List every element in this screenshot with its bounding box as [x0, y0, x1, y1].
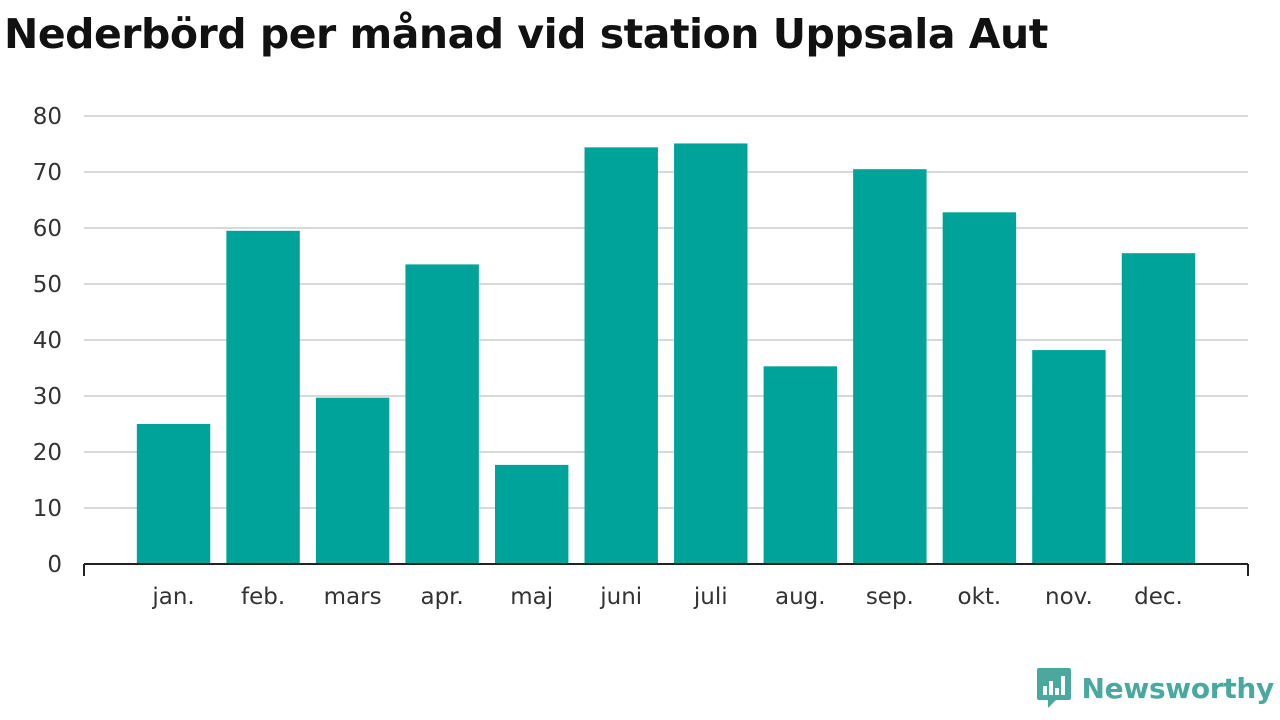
bar-feb [226, 230, 300, 565]
brand-logo: Newsworthy [1036, 666, 1274, 710]
y-tick-label: 20 [33, 440, 62, 466]
newsworthy-logo-icon [1036, 668, 1071, 708]
bar-nov [1032, 350, 1106, 564]
x-tick-label: jan. [151, 584, 194, 610]
brand-name: Newsworthy [1081, 671, 1275, 705]
y-tick-label: 10 [33, 496, 62, 522]
bar-maj [494, 464, 569, 564]
x-tick-label: okt. [958, 584, 1002, 610]
x-tick-label: aug. [775, 584, 826, 610]
x-tick-label: juni [599, 584, 642, 610]
x-tick-label: mars [324, 584, 382, 610]
x-axis-category-labels: jan. feb. mars apr. maj juni juli aug. sep. okt. n… [151, 584, 1182, 610]
bar-apr [405, 264, 479, 564]
bar-sep [853, 169, 927, 564]
y-tick-label: 70 [33, 160, 62, 186]
bar-chart: 0 10 20 30 40 50 60 70 80 jan. feb. mars apr. maj jun… [33, 104, 1249, 610]
y-tick-label: 40 [33, 328, 62, 354]
bar-juli [674, 143, 748, 564]
bar-juni [584, 147, 658, 565]
x-axis [83, 563, 1249, 576]
chart-title: Nederbörd per månad vid station Uppsala … [4, 10, 1048, 58]
bar-mars [315, 397, 390, 564]
bar-dec [1121, 253, 1196, 564]
y-tick-label: 30 [33, 384, 62, 410]
bar-jan [136, 424, 211, 564]
x-tick-label: juli [693, 584, 728, 610]
x-tick-label: nov. [1045, 584, 1093, 610]
bars [136, 143, 1196, 565]
y-tick-label: 0 [47, 552, 62, 578]
x-tick-label: feb. [241, 584, 285, 610]
bar-aug [763, 366, 838, 564]
x-tick-label: maj [510, 584, 553, 610]
x-tick-label: dec. [1134, 584, 1183, 610]
x-tick-label: apr. [420, 584, 463, 610]
y-tick-label: 60 [33, 216, 62, 242]
y-axis-tick-labels: 0 10 20 30 40 50 60 70 80 [33, 104, 62, 578]
y-tick-label: 80 [33, 104, 62, 130]
bar-okt [942, 212, 1017, 564]
y-tick-label: 50 [33, 272, 62, 298]
x-tick-label: sep. [866, 584, 914, 610]
